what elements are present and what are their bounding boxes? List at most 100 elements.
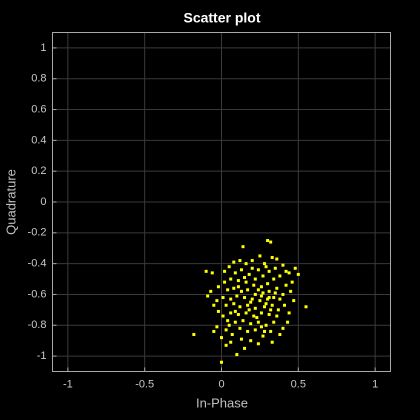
point xyxy=(246,288,250,292)
point xyxy=(256,288,260,292)
point xyxy=(269,308,273,312)
point xyxy=(275,257,279,261)
point xyxy=(244,262,248,266)
point xyxy=(264,265,268,269)
point xyxy=(241,245,245,249)
point xyxy=(192,333,196,337)
axes-box xyxy=(52,32,391,372)
y-tick-label: 0 xyxy=(40,196,46,208)
point xyxy=(264,323,268,327)
point xyxy=(267,289,271,293)
y-tick-label: -0.4 xyxy=(28,258,47,270)
x-tick-label: 1 xyxy=(372,378,378,390)
point xyxy=(233,271,237,275)
point xyxy=(281,292,285,296)
point xyxy=(256,342,260,346)
point xyxy=(289,289,293,293)
y-tick-label: 0.4 xyxy=(31,134,46,146)
point xyxy=(255,316,259,320)
point xyxy=(232,286,236,290)
point xyxy=(232,260,236,264)
point xyxy=(258,254,262,258)
point xyxy=(249,339,253,343)
y-tick-label: 1 xyxy=(40,42,46,54)
point xyxy=(232,302,236,306)
point xyxy=(247,308,251,312)
point xyxy=(287,271,291,275)
point xyxy=(292,299,296,303)
point xyxy=(220,336,223,340)
point xyxy=(243,346,247,350)
point xyxy=(223,280,227,284)
y-tick-label: -0.6 xyxy=(28,288,47,300)
point xyxy=(215,299,219,303)
point xyxy=(233,320,237,324)
point xyxy=(239,337,243,341)
point xyxy=(236,285,240,289)
point xyxy=(273,291,277,295)
point xyxy=(250,259,254,263)
point xyxy=(249,322,253,326)
point xyxy=(224,328,228,332)
y-axis-label: Quadrature xyxy=(3,169,18,235)
point xyxy=(209,289,213,293)
point xyxy=(282,303,286,307)
point xyxy=(267,312,271,316)
point xyxy=(286,320,290,324)
point xyxy=(239,289,243,293)
point xyxy=(304,305,308,309)
point xyxy=(249,300,253,304)
point xyxy=(273,266,277,270)
point xyxy=(275,314,279,318)
point xyxy=(204,269,208,273)
point xyxy=(266,282,270,286)
point xyxy=(259,325,263,329)
point xyxy=(276,308,280,312)
point xyxy=(259,294,263,298)
point xyxy=(243,276,247,280)
point xyxy=(230,333,234,337)
point xyxy=(236,312,240,316)
y-tick-label: -0.8 xyxy=(28,319,47,331)
point xyxy=(258,299,262,303)
point xyxy=(267,296,271,300)
point xyxy=(281,263,285,267)
point xyxy=(238,305,242,309)
point xyxy=(216,309,220,313)
point xyxy=(266,239,270,243)
point xyxy=(266,297,270,301)
point xyxy=(244,280,248,284)
point xyxy=(243,296,247,300)
x-tick-label: -1 xyxy=(63,378,73,390)
point xyxy=(264,302,268,306)
point xyxy=(269,329,273,333)
point xyxy=(278,297,282,301)
point xyxy=(233,309,237,313)
point xyxy=(221,296,225,300)
point xyxy=(284,283,288,287)
point xyxy=(253,306,257,310)
point xyxy=(224,303,228,307)
point xyxy=(256,268,260,272)
point xyxy=(244,311,248,315)
point xyxy=(263,329,267,333)
point xyxy=(293,266,297,270)
point xyxy=(278,333,282,337)
point xyxy=(236,279,240,283)
point xyxy=(272,277,276,281)
point xyxy=(235,353,239,357)
x-tick-label: 0 xyxy=(218,378,224,390)
point xyxy=(212,303,216,307)
point xyxy=(227,323,231,327)
point xyxy=(252,283,256,287)
point xyxy=(256,320,260,324)
point xyxy=(235,294,239,298)
point xyxy=(247,272,251,276)
y-tick-label: -1 xyxy=(37,350,47,362)
point xyxy=(270,255,274,259)
point xyxy=(229,297,233,301)
x-axis-label: In-Phase xyxy=(196,395,248,410)
point xyxy=(241,319,245,323)
point xyxy=(259,311,263,315)
